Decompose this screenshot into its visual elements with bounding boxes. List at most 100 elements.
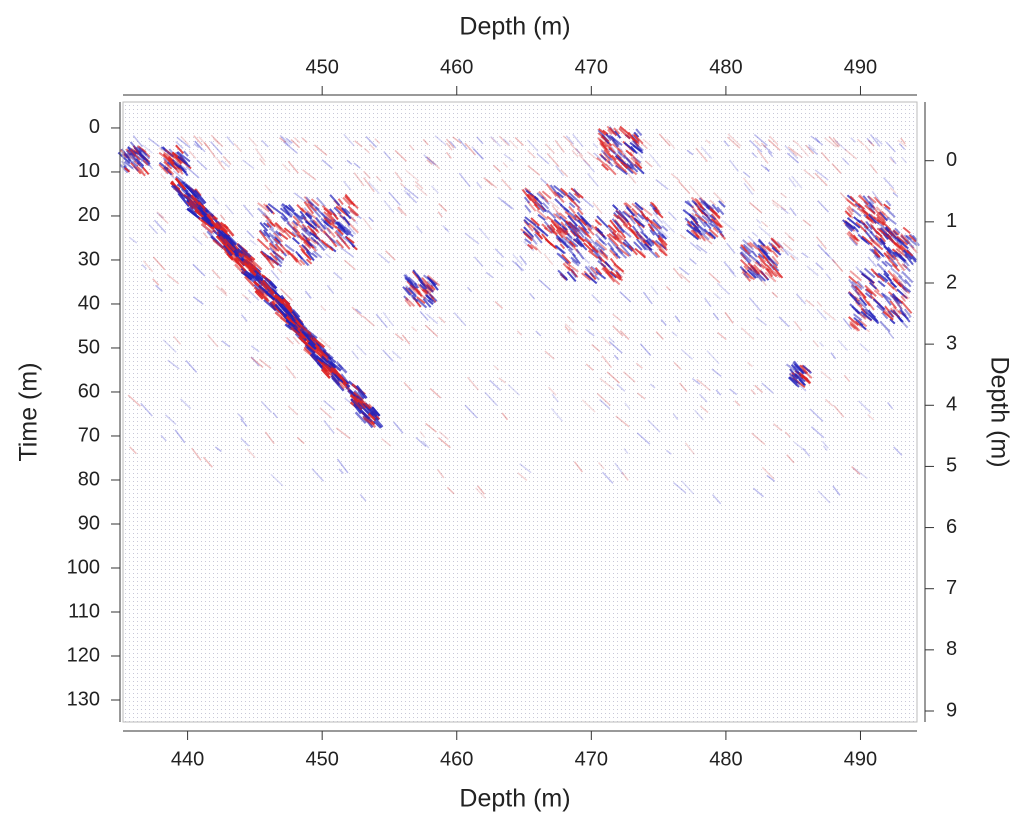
wavelet [791,175,803,189]
wavelet [901,263,908,269]
wavelet [306,239,313,247]
wavelet [594,266,603,276]
wavelet [901,286,908,293]
wavelet [892,273,904,287]
wavelet [849,293,861,306]
wavelet [690,229,700,239]
wavelet [219,214,226,221]
wavelet [305,211,313,219]
wavelet [416,296,426,305]
wavelet [636,223,645,233]
wavelet [182,181,196,193]
wavelet [757,244,769,256]
y2-tick-label: 2 [946,271,957,293]
wavelet [766,474,776,482]
wavelet [622,154,635,168]
wavelet [566,315,575,324]
wavelet [773,423,783,432]
wavelet [243,258,256,270]
wavelet [634,247,647,259]
wavelet [574,147,581,154]
wavelet [613,161,622,170]
wavelet [283,229,292,239]
wavelet [831,258,844,273]
wavelet [556,191,564,199]
wavelet [789,148,798,157]
wavelet [272,412,278,419]
wavelet [788,376,799,384]
wavelet [342,216,351,226]
wavelet [597,247,604,255]
wavelet [138,152,151,165]
wavelet [910,239,918,247]
wavelet [296,436,305,445]
y2-tick-label: 5 [946,455,957,477]
wavelet [634,161,643,170]
wavelet [684,442,695,455]
wavelet [817,200,830,213]
wavelet [749,139,763,153]
wavelet [691,377,701,385]
wavelet [279,134,289,146]
wavelet [599,140,611,154]
wavelet [900,137,906,145]
wavelet [812,339,820,348]
wavelet [600,154,607,162]
wavelet [301,227,312,237]
wavelet [739,246,751,257]
wavelet [158,147,165,153]
wavelet [889,156,897,165]
wavelet [708,208,721,220]
wavelet [651,239,662,249]
wavelet [700,200,711,210]
wavelet [282,216,290,224]
wavelet [870,225,880,236]
wavelet [523,232,533,242]
wavelet [296,321,312,336]
wavelet [270,473,284,487]
wavelet [595,270,607,280]
wavelet [304,220,315,229]
wavelet [280,212,289,221]
wavelet [494,248,505,258]
wavelet [265,219,275,230]
wavelet [593,152,602,160]
wavelet [584,272,598,285]
wavelet [437,211,443,218]
wavelet [748,241,758,250]
wavelet [621,471,629,481]
wavelet [754,261,765,270]
wavelet [300,248,312,261]
y2-tick-label: 3 [946,332,957,354]
wavelet [613,235,627,248]
wavelet [523,196,531,204]
wavelet [551,204,561,217]
wavelet [644,160,653,168]
wavelet [611,154,617,161]
wavelet [844,197,856,207]
wavelet [896,238,909,250]
wavelet [312,219,321,229]
wavelet [559,272,567,281]
wavelet [138,147,148,156]
wavelet [445,142,453,151]
wavelet [578,154,591,167]
wavelet [253,275,262,285]
wavelet [793,441,805,451]
wavelet [802,219,812,227]
wavelet [446,486,455,495]
wavelet [777,246,785,253]
wavelet [815,236,827,250]
wavelet [222,244,233,257]
wavelet [406,192,418,204]
wavelet [160,434,167,442]
wavelet [402,286,411,296]
wavelet [904,278,912,288]
wavelet [345,229,354,238]
wavelet [323,207,333,216]
wavelet [533,195,543,205]
wavelet [168,159,177,170]
wavelet [453,312,467,327]
wavelet [304,237,313,247]
wavelet [167,359,180,370]
